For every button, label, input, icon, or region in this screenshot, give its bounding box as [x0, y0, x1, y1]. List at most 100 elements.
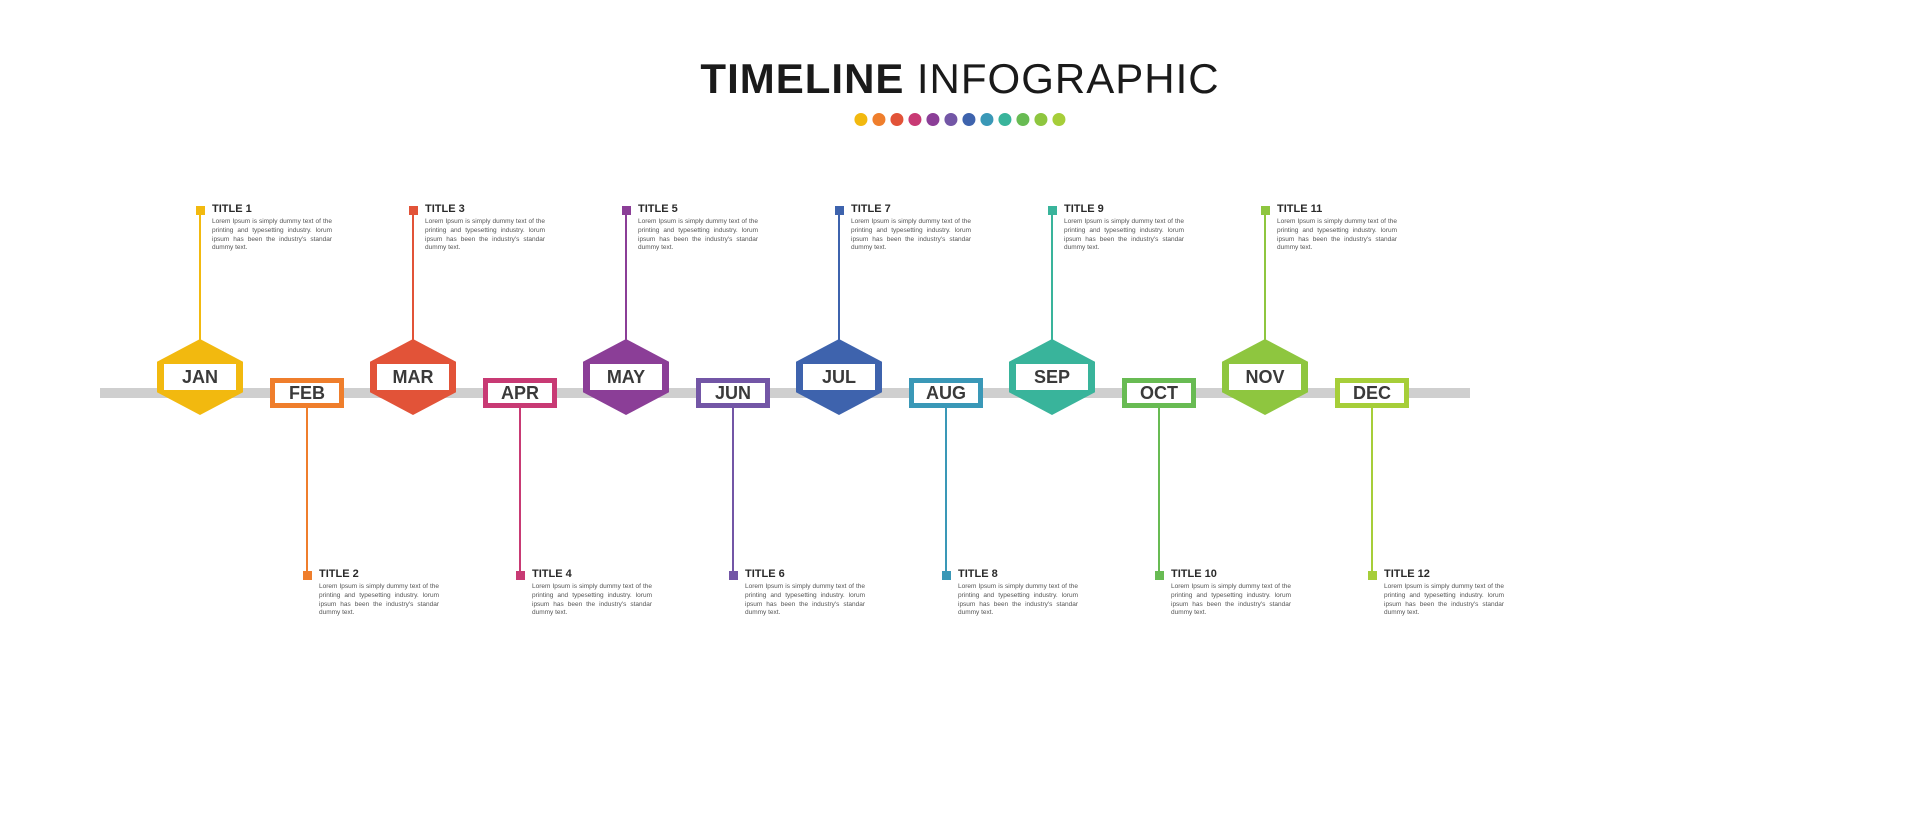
stem [519, 408, 521, 575]
stem [1158, 408, 1160, 575]
stem [1371, 408, 1373, 575]
frame-marker: OCT [1122, 378, 1196, 408]
item-body: Lorem Ipsum is simply dummy text of the … [212, 218, 332, 253]
stem [412, 211, 414, 351]
bullet-icon [942, 571, 951, 580]
header-dot-2 [872, 113, 885, 126]
item-body: Lorem Ipsum is simply dummy text of the … [851, 218, 971, 253]
text-block: TITLE 9 Lorem Ipsum is simply dummy text … [1064, 203, 1184, 253]
text-block: TITLE 1 Lorem Ipsum is simply dummy text … [212, 203, 332, 253]
hex-marker: MAR [370, 339, 456, 415]
text-block: TITLE 6 Lorem Ipsum is simply dummy text … [745, 568, 865, 618]
item-title: TITLE 3 [425, 203, 545, 215]
stem [945, 408, 947, 575]
bullet-icon [729, 571, 738, 580]
stem [732, 408, 734, 575]
stem [1264, 211, 1266, 351]
text-block: TITLE 11 Lorem Ipsum is simply dummy text… [1277, 203, 1397, 253]
month-label: MAY [607, 367, 645, 388]
item-body: Lorem Ipsum is simply dummy text of the … [638, 218, 758, 253]
item-title: TITLE 5 [638, 203, 758, 215]
item-body: Lorem Ipsum is simply dummy text of the … [1277, 218, 1397, 253]
header: TIMELINE INFOGRAPHIC [700, 55, 1219, 126]
item-title: TITLE 10 [1171, 568, 1291, 580]
text-block: TITLE 10 Lorem Ipsum is simply dummy text… [1171, 568, 1291, 618]
month-label-box: MAR [377, 364, 449, 390]
item-body: Lorem Ipsum is simply dummy text of the … [319, 583, 439, 618]
bullet-icon [409, 206, 418, 215]
item-title: TITLE 1 [212, 203, 332, 215]
bullet-icon [622, 206, 631, 215]
item-body: Lorem Ipsum is simply dummy text of the … [1171, 583, 1291, 618]
title-light: INFOGRAPHIC [917, 55, 1220, 102]
hex-marker: MAY [583, 339, 669, 415]
header-dot-3 [890, 113, 903, 126]
stem [1051, 211, 1053, 351]
header-dot-9 [998, 113, 1011, 126]
header-dot-8 [980, 113, 993, 126]
text-block: TITLE 12 Lorem Ipsum is simply dummy text… [1384, 568, 1504, 618]
header-dot-6 [944, 113, 957, 126]
month-label-box: MAY [590, 364, 662, 390]
header-dot-4 [908, 113, 921, 126]
text-block: TITLE 2 Lorem Ipsum is simply dummy text … [319, 568, 439, 618]
month-label-box: JUL [803, 364, 875, 390]
frame-marker: APR [483, 378, 557, 408]
month-label: SEP [1034, 367, 1070, 388]
month-label: DEC [1353, 383, 1391, 404]
bullet-icon [835, 206, 844, 215]
hex-marker: NOV [1222, 339, 1308, 415]
bullet-icon [516, 571, 525, 580]
month-label-box: NOV [1229, 364, 1301, 390]
stem [625, 211, 627, 351]
item-title: TITLE 4 [532, 568, 652, 580]
hex-marker: JAN [157, 339, 243, 415]
bullet-icon [303, 571, 312, 580]
header-dot-1 [854, 113, 867, 126]
stem [838, 211, 840, 351]
text-block: TITLE 4 Lorem Ipsum is simply dummy text … [532, 568, 652, 618]
text-block: TITLE 7 Lorem Ipsum is simply dummy text … [851, 203, 971, 253]
month-label: FEB [289, 383, 325, 404]
item-body: Lorem Ipsum is simply dummy text of the … [532, 583, 652, 618]
text-block: TITLE 3 Lorem Ipsum is simply dummy text … [425, 203, 545, 253]
bullet-icon [1155, 571, 1164, 580]
bullet-icon [196, 206, 205, 215]
stem [199, 211, 201, 351]
month-label: JAN [182, 367, 218, 388]
dots-row [700, 113, 1219, 126]
item-title: TITLE 11 [1277, 203, 1397, 215]
item-title: TITLE 6 [745, 568, 865, 580]
text-block: TITLE 5 Lorem Ipsum is simply dummy text … [638, 203, 758, 253]
month-label: MAR [393, 367, 434, 388]
frame-marker: AUG [909, 378, 983, 408]
item-title: TITLE 7 [851, 203, 971, 215]
month-label-box: SEP [1016, 364, 1088, 390]
hex-marker: SEP [1009, 339, 1095, 415]
title-row: TIMELINE INFOGRAPHIC [700, 55, 1219, 103]
header-dot-11 [1034, 113, 1047, 126]
hex-marker: JUL [796, 339, 882, 415]
month-label: AUG [926, 383, 966, 404]
stem [306, 408, 308, 575]
item-body: Lorem Ipsum is simply dummy text of the … [745, 583, 865, 618]
header-dot-5 [926, 113, 939, 126]
frame-marker: FEB [270, 378, 344, 408]
frame-marker: JUN [696, 378, 770, 408]
item-title: TITLE 9 [1064, 203, 1184, 215]
item-title: TITLE 12 [1384, 568, 1504, 580]
item-body: Lorem Ipsum is simply dummy text of the … [1384, 583, 1504, 618]
title-bold: TIMELINE [700, 55, 904, 102]
frame-marker: DEC [1335, 378, 1409, 408]
text-block: TITLE 8 Lorem Ipsum is simply dummy text … [958, 568, 1078, 618]
item-title: TITLE 2 [319, 568, 439, 580]
month-label: NOV [1245, 367, 1284, 388]
header-dot-12 [1052, 113, 1065, 126]
month-label-box: JAN [164, 364, 236, 390]
item-title: TITLE 8 [958, 568, 1078, 580]
item-body: Lorem Ipsum is simply dummy text of the … [958, 583, 1078, 618]
item-body: Lorem Ipsum is simply dummy text of the … [1064, 218, 1184, 253]
item-body: Lorem Ipsum is simply dummy text of the … [425, 218, 545, 253]
bullet-icon [1048, 206, 1057, 215]
bullet-icon [1368, 571, 1377, 580]
